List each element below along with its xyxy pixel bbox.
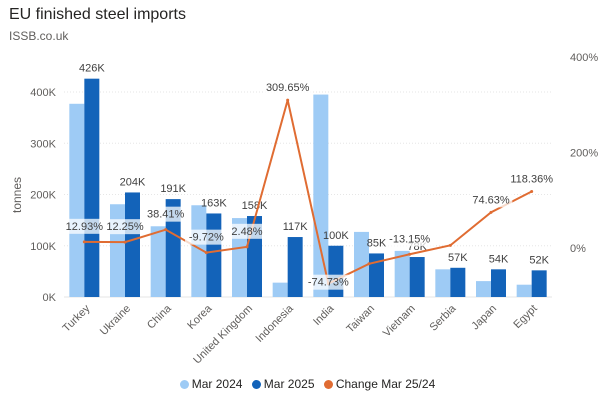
bar-mar2024 [394,250,410,297]
line-label-bg [144,206,187,222]
chart-subtitle: ISSB.co.uk [9,29,69,43]
line-label-bg [63,218,106,234]
bar-mar2024 [313,94,329,297]
bar-mar2024 [69,103,85,297]
line-data-label: 2.48% [231,226,262,238]
bar-data-label: 52K [529,254,549,266]
bar-data-label: 426K [79,63,105,75]
chart-title: EU finished steel imports [9,6,186,23]
bar-mar2024 [435,269,451,297]
bar-mar2025 [84,78,100,297]
legend-item-change[interactable]: Change Mar 25/24 [323,377,436,391]
legend-marker-change [323,380,333,389]
line-label-bg [185,229,228,245]
bar-mar2024 [272,282,288,297]
legend-marker-mar2024 [179,380,189,389]
line-data-label: 38.41% [147,209,185,221]
bar-data-label: 158K [242,200,268,212]
bar-mar2024 [191,205,207,297]
x-tick-label: Japan [469,303,499,333]
change-point [82,240,86,244]
bar-mar2025 [287,237,303,297]
line-data-label: 309.65% [266,82,310,94]
bar-data-label: 100K [323,230,349,242]
line-label-bg [228,223,266,239]
legend-marker-mar2025 [251,380,261,389]
y-tick-label: 0K [43,292,57,304]
bar-mar2025 [369,253,384,297]
y-tick-label: 200K [30,190,56,202]
y2-tick-label: 0% [570,243,586,255]
change-point [489,210,493,214]
bar-mar2024 [150,226,166,297]
line-data-label: 12.93% [66,221,104,233]
x-tick-label: China [145,302,174,331]
change-point [448,243,452,247]
legend-item-mar2025[interactable]: Mar 2025 [251,377,315,391]
bar-data-label: 163K [201,197,227,209]
bar-mar2024 [354,231,369,297]
line-data-label: -74.73% [308,277,349,289]
y-tick-label: 300K [30,138,56,150]
x-tick-label: India [311,302,337,328]
line-data-label: -9.72% [189,232,224,244]
change-point [123,240,127,244]
line-label-bg [469,192,513,208]
change-point [204,251,208,255]
bar-mar2025 [409,257,425,297]
change-point [530,189,534,193]
x-tick-label: Egypt [511,303,539,331]
bar-data-label: 204K [120,176,146,188]
legend-item-mar2024[interactable]: Mar 2024 [179,377,243,391]
line-label-bg [385,231,435,247]
change-point [367,262,371,266]
y-tick-label: 400K [30,87,56,99]
bar-data-label: 117K [283,221,309,233]
change-point [245,245,249,249]
bar-data-label: 191K [160,183,186,195]
line-data-label: 118.36% [510,173,553,185]
bar-mar2025 [206,213,222,297]
x-tick-label: Korea [185,302,215,332]
x-tick-label: Taiwan [344,303,377,336]
legend-label-mar2024: Mar 2024 [191,377,243,391]
x-tick-label: Serbia [427,302,459,334]
line-label-bg [507,171,557,187]
line-label-bg [263,80,313,96]
legend-label-change: Change Mar 25/24 [335,377,436,391]
bar-mar2024 [476,281,491,297]
line-data-label: 12.25% [106,221,144,233]
line-data-label: -13.15% [389,233,430,245]
change-point [164,228,168,232]
x-tick-label: Ukraine [98,303,133,338]
line-label-bg [103,219,147,235]
bar-mar2024 [516,284,532,297]
line-label-bg [303,274,353,290]
bar-mar2025 [450,267,466,297]
bar-mar2025 [125,192,140,297]
y-tick-label: 100K [30,241,56,253]
y2-tick-label: 200% [570,148,598,160]
bar-mar2025 [531,270,547,297]
bar-mar2025 [491,269,506,297]
change-point [408,252,412,256]
bar-mar2024 [110,204,125,297]
y-axis-title: tonnes [10,177,24,213]
x-tick-label: Turkey [60,302,92,334]
bar-data-label: 85K [367,237,387,249]
bar-data-label: 54K [489,253,509,265]
line-data-label: 74.63% [472,194,510,206]
bar-data-label: 57K [448,252,468,264]
y2-tick-label: 400% [570,52,598,64]
change-line [84,99,533,286]
x-tick-label: Indonesia [254,302,297,345]
legend: Mar 2024 Mar 2025 Change Mar 25/24 [0,377,615,391]
x-tick-label: Vietnam [381,303,418,340]
bar-mar2025 [165,199,181,297]
change-point [286,98,290,102]
legend-label-mar2025: Mar 2025 [263,377,315,391]
